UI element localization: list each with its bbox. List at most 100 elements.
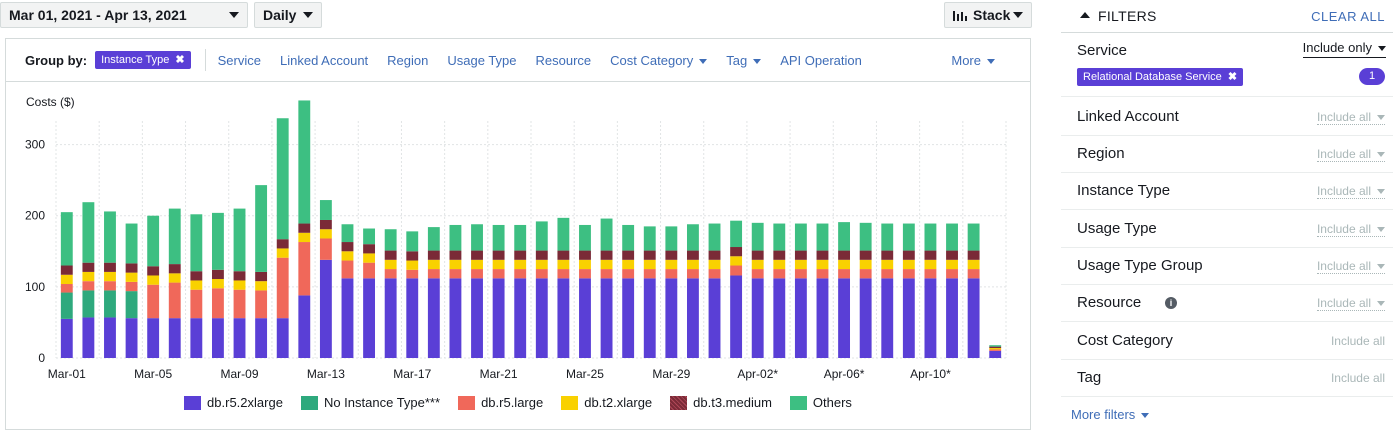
bar-segment[interactable] [579,250,591,260]
group-option-more[interactable]: More [951,53,995,68]
bar-segment[interactable] [60,284,73,293]
bar-segment[interactable] [233,318,246,358]
bar-segment[interactable] [579,278,591,358]
bar-segment[interactable] [125,272,138,282]
bar-segment[interactable] [319,219,332,230]
group-option-usage-type[interactable]: Usage Type [447,52,517,68]
remove-icon[interactable]: ✖ [1227,71,1238,83]
bar-segment[interactable] [838,278,851,358]
bar-segment[interactable] [535,259,548,270]
bar-segment[interactable] [168,282,181,319]
bar-segment[interactable] [363,253,376,263]
bar-segment[interactable] [60,265,73,275]
bar-segment[interactable] [838,222,851,251]
bar-segment[interactable] [816,269,829,279]
bar-segment[interactable] [794,250,807,260]
bar-segment[interactable] [406,231,419,252]
bar-segment[interactable] [773,269,786,279]
bar-segment[interactable] [600,269,613,279]
bar-segment[interactable] [946,259,958,270]
bar-segment[interactable] [104,262,116,272]
bar-segment[interactable] [946,269,958,279]
bar-segment[interactable] [233,271,246,281]
bar-segment[interactable] [535,269,548,279]
bar-segment[interactable] [384,269,397,279]
bar-segment[interactable] [816,250,829,260]
remove-icon[interactable]: ✖ [175,54,185,66]
bar-segment[interactable] [211,318,224,358]
bar-segment[interactable] [838,250,851,260]
bar-segment[interactable] [946,278,958,358]
group-option-resource[interactable]: Resource [535,52,592,68]
bar-segment[interactable] [298,232,311,243]
bar-segment[interactable] [255,281,268,291]
bar-segment[interactable] [838,259,851,270]
bar-segment[interactable] [794,278,807,358]
bar-segment[interactable] [82,281,95,291]
bar-segment[interactable] [319,200,332,220]
bar-segment[interactable] [449,250,462,260]
bar-segment[interactable] [276,257,289,319]
bar-segment[interactable] [881,278,894,358]
bar-segment[interactable] [967,278,980,358]
bar-segment[interactable] [60,292,73,319]
bar-segment[interactable] [125,291,138,319]
bar-segment[interactable] [535,278,548,358]
bar-segment[interactable] [730,247,743,257]
bar-segment[interactable] [579,259,591,270]
bar-segment[interactable] [168,208,181,265]
legend-item[interactable]: No Instance Type*** [300,395,440,410]
bar-segment[interactable] [406,269,419,279]
bar-segment[interactable] [730,275,743,358]
bar-segment[interactable] [427,259,440,270]
bar-segment[interactable] [751,250,764,260]
bar-segment[interactable] [989,349,1002,351]
bar-segment[interactable] [211,212,224,270]
bar-segment[interactable] [190,318,203,358]
bar-segment[interactable] [665,259,678,270]
bar-segment[interactable] [902,259,915,270]
bar-segment[interactable] [211,279,224,289]
bar-segment[interactable] [276,118,289,240]
filter-value-dropdown[interactable]: Include all [1316,110,1385,125]
bar-segment[interactable] [773,259,786,270]
bar-segment[interactable] [471,278,483,358]
legend-item[interactable]: db.r5.2xlarge [184,395,283,410]
bar-segment[interactable] [989,346,1002,349]
bar-segment[interactable] [341,242,354,252]
bar-segment[interactable] [384,278,397,358]
bar-segment[interactable] [125,281,138,292]
bar-segment[interactable] [838,269,851,279]
info-icon[interactable]: i [1165,297,1177,309]
bar-segment[interactable] [255,271,268,282]
bar-segment[interactable] [730,256,743,266]
bar-segment[interactable] [600,218,613,251]
bar-segment[interactable] [255,318,268,358]
bar-segment[interactable] [104,211,116,263]
filter-value-dropdown[interactable]: Include all [1316,184,1385,199]
bar-segment[interactable] [730,265,743,276]
bar-segment[interactable] [794,269,807,279]
bar-segment[interactable] [967,250,980,260]
bar-segment[interactable] [946,250,958,260]
bar-segment[interactable] [104,281,116,291]
bar-segment[interactable] [190,280,203,290]
bar-segment[interactable] [794,259,807,270]
bar-segment[interactable] [643,250,656,260]
bar-segment[interactable] [363,278,376,358]
bar-segment[interactable] [319,229,332,239]
bar-segment[interactable] [665,278,678,358]
bar-segment[interactable] [924,278,937,358]
group-option-tag[interactable]: Tag [726,53,762,68]
bar-segment[interactable] [708,250,721,260]
filter-value-dropdown[interactable]: Include all [1316,222,1385,237]
bar-segment[interactable] [341,224,354,243]
bar-segment[interactable] [535,221,548,251]
bar-segment[interactable] [622,278,635,358]
bar-segment[interactable] [643,226,656,251]
bar-segment[interactable] [363,228,376,245]
bar-segment[interactable] [708,269,721,279]
bar-segment[interactable] [579,224,591,251]
bar-segment[interactable] [427,227,440,251]
bar-segment[interactable] [557,217,570,251]
